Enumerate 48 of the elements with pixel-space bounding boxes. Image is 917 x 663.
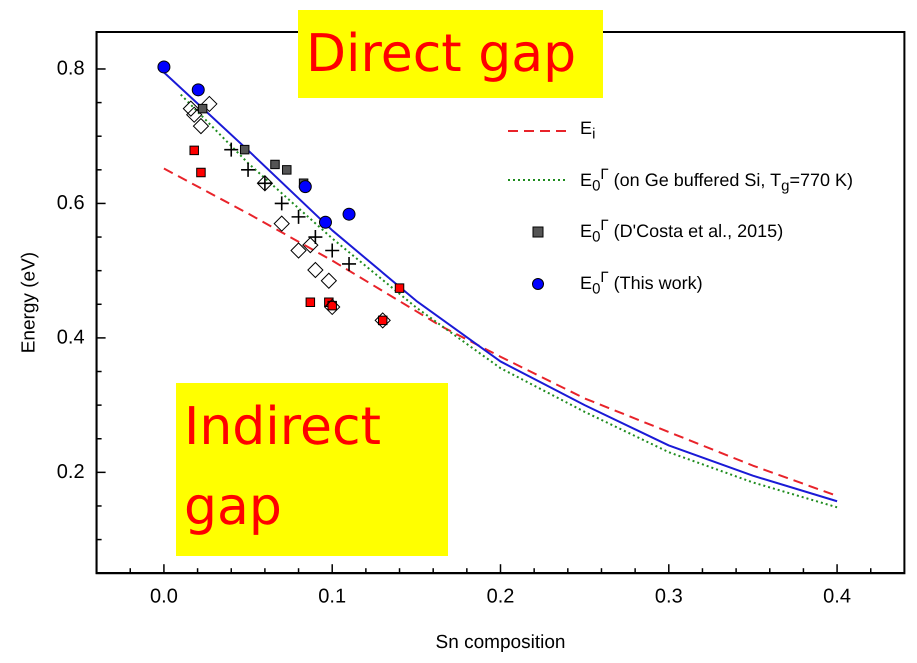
- x-tick-label: 0.4: [823, 586, 851, 608]
- point: [157, 60, 170, 74]
- legend-label: E$_{0}$$^{Γ}$ (D'Costa et al., 2015): [580, 216, 784, 248]
- point: [196, 168, 206, 178]
- point: [324, 298, 340, 315]
- point: [290, 242, 307, 258]
- annotation: Indirect gap: [176, 383, 448, 556]
- point: [182, 100, 199, 117]
- point: [223, 142, 240, 158]
- x-tick-label: 0.3: [654, 586, 683, 608]
- point: [240, 162, 256, 178]
- point: [341, 256, 357, 272]
- point: [342, 208, 356, 221]
- legend-label: E$_{i}$: [580, 117, 596, 145]
- point: [270, 160, 280, 170]
- y-tick-label: 0.6: [56, 192, 85, 214]
- y-tick-label: 0.2: [56, 460, 85, 483]
- point: [307, 262, 324, 278]
- x-tick-label: 0.0: [150, 586, 178, 608]
- point: [186, 106, 202, 123]
- legend-label: E$_{0}$$^{Γ}$ (on Ge buffered Si, T$_{g}$=770 K): [580, 164, 853, 196]
- point: [298, 180, 312, 194]
- point: [290, 209, 306, 225]
- y-tick-label: 0.4: [56, 326, 85, 348]
- x-tick-label: 0.1: [318, 586, 346, 608]
- point: [394, 283, 404, 293]
- point: [282, 165, 292, 175]
- point: [306, 298, 316, 308]
- y-axis-title: Energy (eV): [18, 252, 40, 354]
- legend-label: E$_{0}$$^{Γ}$ (This work): [580, 268, 703, 300]
- point: [192, 83, 205, 96]
- point: [302, 237, 318, 254]
- point: [374, 312, 391, 328]
- x-tick-label: 0.2: [486, 586, 514, 608]
- y-tick-label: 0.8: [56, 57, 85, 80]
- point: [192, 118, 209, 134]
- point: [318, 216, 332, 229]
- point: [240, 144, 250, 154]
- point: [320, 272, 337, 289]
- point: [324, 242, 340, 258]
- annotation: Direct gap: [298, 10, 603, 98]
- point: [274, 216, 290, 232]
- point: [274, 196, 290, 212]
- point: [201, 96, 218, 112]
- point: [308, 229, 324, 245]
- x-axis-title: Sn composition: [436, 632, 566, 653]
- point: [198, 104, 208, 114]
- point: [189, 146, 199, 156]
